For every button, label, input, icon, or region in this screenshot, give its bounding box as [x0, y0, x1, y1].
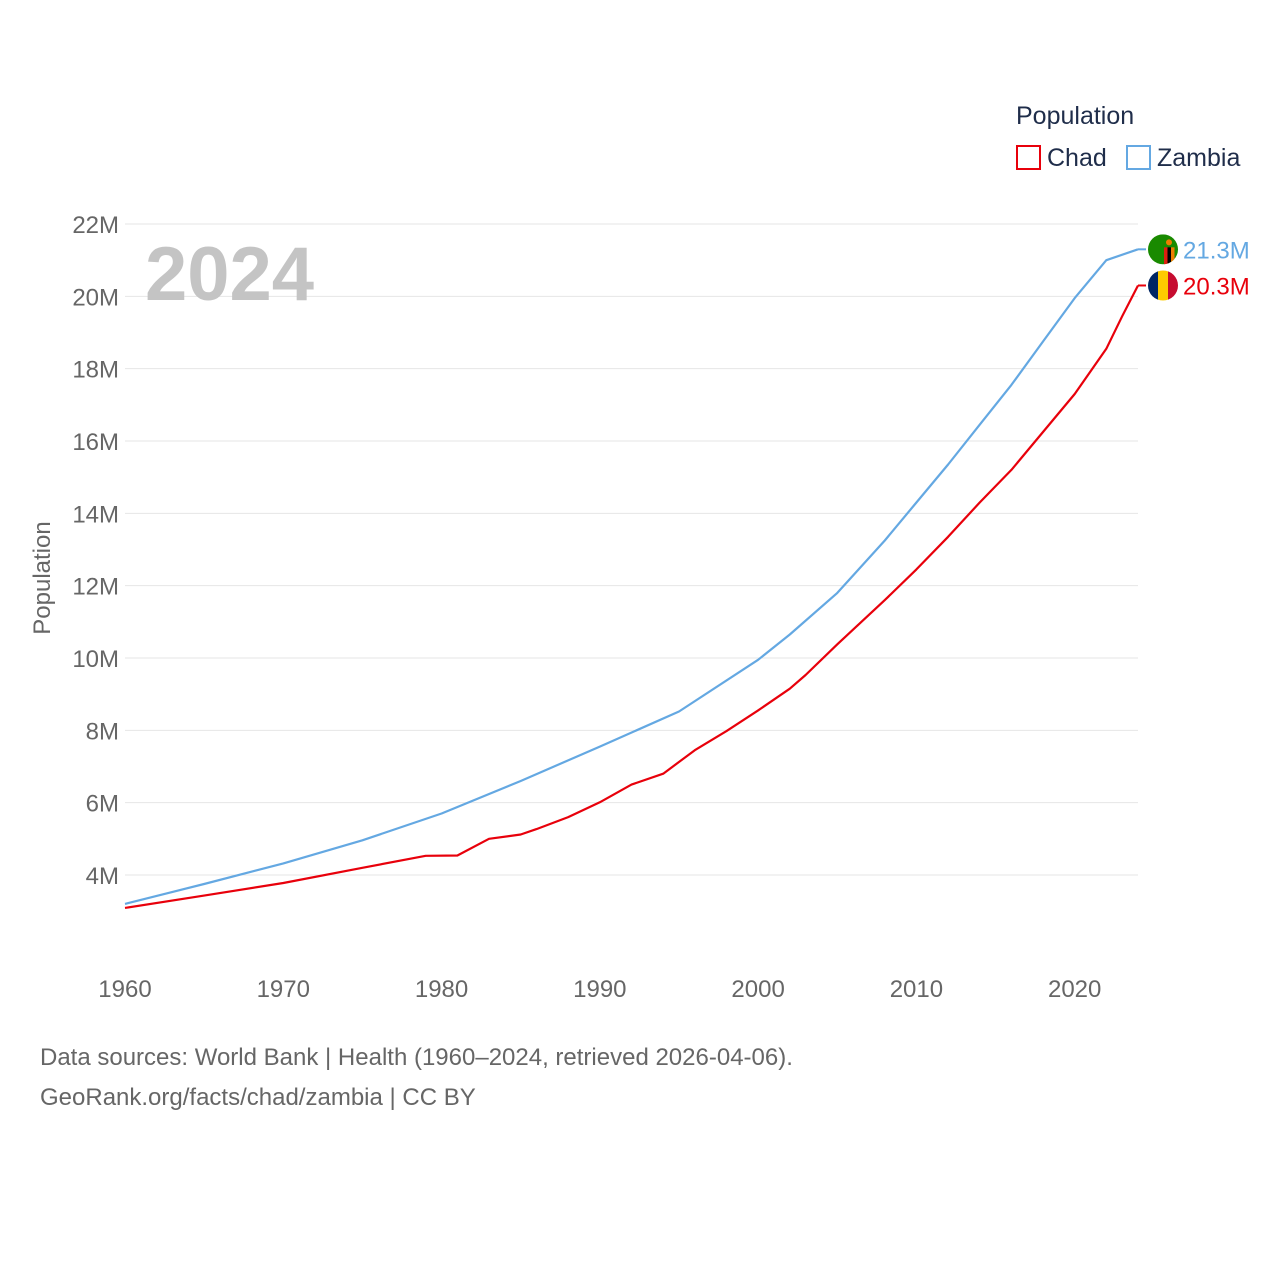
y-tick-label-16m: 16M	[72, 429, 119, 456]
x-tick-label-2000: 2000	[731, 976, 784, 1003]
footer-sources: Data sources: World Bank | Health (1960–…	[40, 1044, 793, 1071]
x-tick-label-1990: 1990	[573, 976, 626, 1003]
y-tick-label-4m: 4M	[86, 863, 119, 890]
gridlines	[125, 223, 1138, 876]
series-line-chad	[124, 284, 1139, 909]
x-tick-label-2010: 2010	[890, 976, 943, 1003]
x-tick-label-1970: 1970	[257, 976, 310, 1003]
legend-swatch-zambia	[1126, 145, 1151, 170]
y-tick-label-10m: 10M	[72, 646, 119, 673]
legend-swatch-chad	[1016, 145, 1041, 170]
y-tick-label-12m: 12M	[72, 574, 119, 601]
legend-item-zambia[interactable]: Zambia	[1126, 144, 1240, 172]
legend: Population Chad Zambia	[1016, 102, 1240, 172]
chad-flag-icon	[1148, 270, 1178, 301]
footer-attribution: GeoRank.org/facts/chad/zambia | CC BY	[40, 1084, 476, 1111]
y-tick-label-20m: 20M	[72, 284, 119, 311]
y-tick-label-22m: 22M	[72, 212, 119, 239]
y-axis-title: Population	[29, 521, 56, 634]
series-lines	[124, 248, 1139, 909]
x-axis-ticks: 1960 1970 1980 1990 2000 2010 2020	[98, 976, 1101, 1003]
y-tick-label-6m: 6M	[86, 791, 119, 818]
end-labels: 20.3M 21.3M	[1138, 234, 1250, 301]
series-line-zambia	[124, 248, 1139, 905]
legend-label-zambia: Zambia	[1157, 144, 1240, 172]
zambia-flag-icon	[1148, 234, 1178, 265]
x-tick-label-1960: 1960	[98, 976, 151, 1003]
x-tick-label-1980: 1980	[415, 976, 468, 1003]
legend-label-chad: Chad	[1047, 144, 1107, 172]
population-line-chart: 4M 6M 8M 10M 12M 14M 16M 18M 20M 22M 1960 1970 1980…	[29, 102, 1250, 1003]
end-label-chad: 20.3M	[1183, 273, 1250, 300]
legend-title: Population	[1016, 102, 1134, 130]
y-axis-ticks: 4M 6M 8M 10M 12M 14M 16M 18M 20M 22M	[72, 212, 119, 890]
legend-item-chad[interactable]: Chad	[1016, 144, 1107, 172]
end-label-zambia: 21.3M	[1183, 237, 1250, 264]
y-tick-label-18m: 18M	[72, 357, 119, 384]
year-watermark: 2024	[145, 232, 314, 317]
x-tick-label-2020: 2020	[1048, 976, 1101, 1003]
y-tick-label-8m: 8M	[86, 718, 119, 745]
y-tick-label-14m: 14M	[72, 501, 119, 528]
